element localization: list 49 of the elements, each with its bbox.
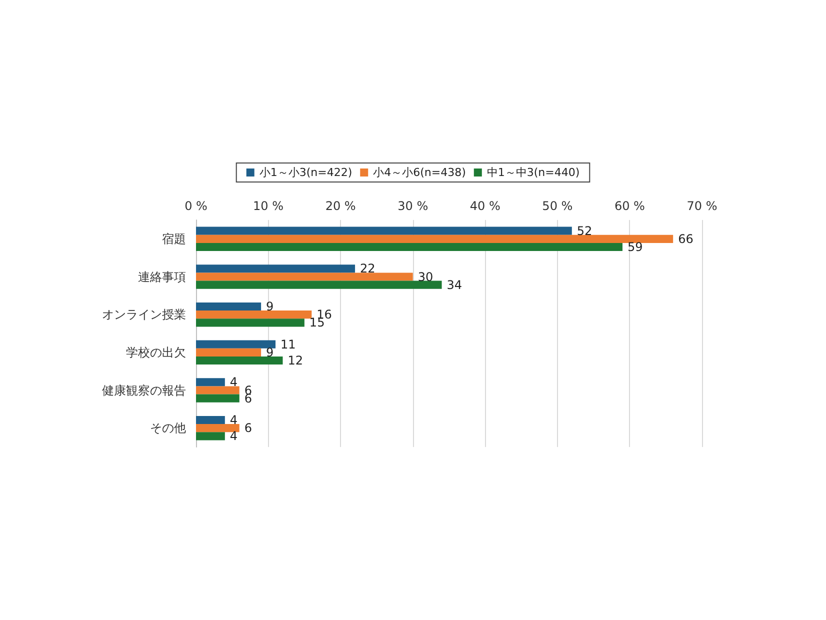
legend-label: 小1～小3(n=422) <box>259 166 352 179</box>
data-label: 34 <box>446 278 462 292</box>
bar <box>196 424 240 432</box>
data-label: 6 <box>244 421 252 436</box>
bar <box>196 280 442 289</box>
bar <box>196 416 225 424</box>
legend-label: 中1～中3(n=440) <box>486 166 580 179</box>
data-label: 66 <box>678 232 694 246</box>
x-tick-label: 20 % <box>325 199 356 213</box>
data-label: 11 <box>280 337 296 352</box>
x-tick-label: 0 % <box>184 199 208 213</box>
bar <box>196 356 283 365</box>
x-tick-label: 70 % <box>686 199 718 213</box>
data-label: 59 <box>627 240 643 254</box>
data-label: 4 <box>230 375 238 390</box>
bar <box>196 394 240 402</box>
legend-label: 小4～小6(n=438) <box>373 166 466 179</box>
x-tick-label: 30 % <box>398 199 428 213</box>
bar <box>196 272 413 281</box>
data-label: 9 <box>266 300 274 314</box>
x-tick-label: 40 % <box>470 199 500 213</box>
y-tick-label: オンライン授業 <box>102 308 186 322</box>
bar <box>196 386 240 394</box>
bar <box>196 378 225 386</box>
bar <box>196 432 225 440</box>
bar <box>196 340 276 348</box>
x-tick-label: 60 % <box>614 199 645 213</box>
bar <box>196 234 674 243</box>
data-label: 30 <box>418 270 434 284</box>
y-tick-label: 連絡事項 <box>138 270 186 284</box>
y-tick-label: 宿題 <box>162 232 186 246</box>
data-label: 4 <box>230 413 238 428</box>
bar <box>196 226 572 235</box>
y-tick-label: その他 <box>150 421 186 436</box>
data-label: 9 <box>266 345 274 360</box>
data-label: 12 <box>288 353 304 368</box>
data-label: 4 <box>230 429 238 444</box>
data-label: 22 <box>360 262 376 276</box>
bar <box>196 264 356 273</box>
y-tick-label: 健康観察の報告 <box>102 383 186 398</box>
bar <box>196 318 304 327</box>
data-label: 52 <box>576 224 592 238</box>
bar <box>196 348 262 356</box>
x-tick-label: 50 % <box>542 199 573 213</box>
bar <box>196 242 622 252</box>
x-tick-label: 10 % <box>253 199 284 213</box>
bar <box>196 310 312 319</box>
bar <box>196 302 262 311</box>
y-tick-label: 学校の出欠 <box>126 345 186 360</box>
